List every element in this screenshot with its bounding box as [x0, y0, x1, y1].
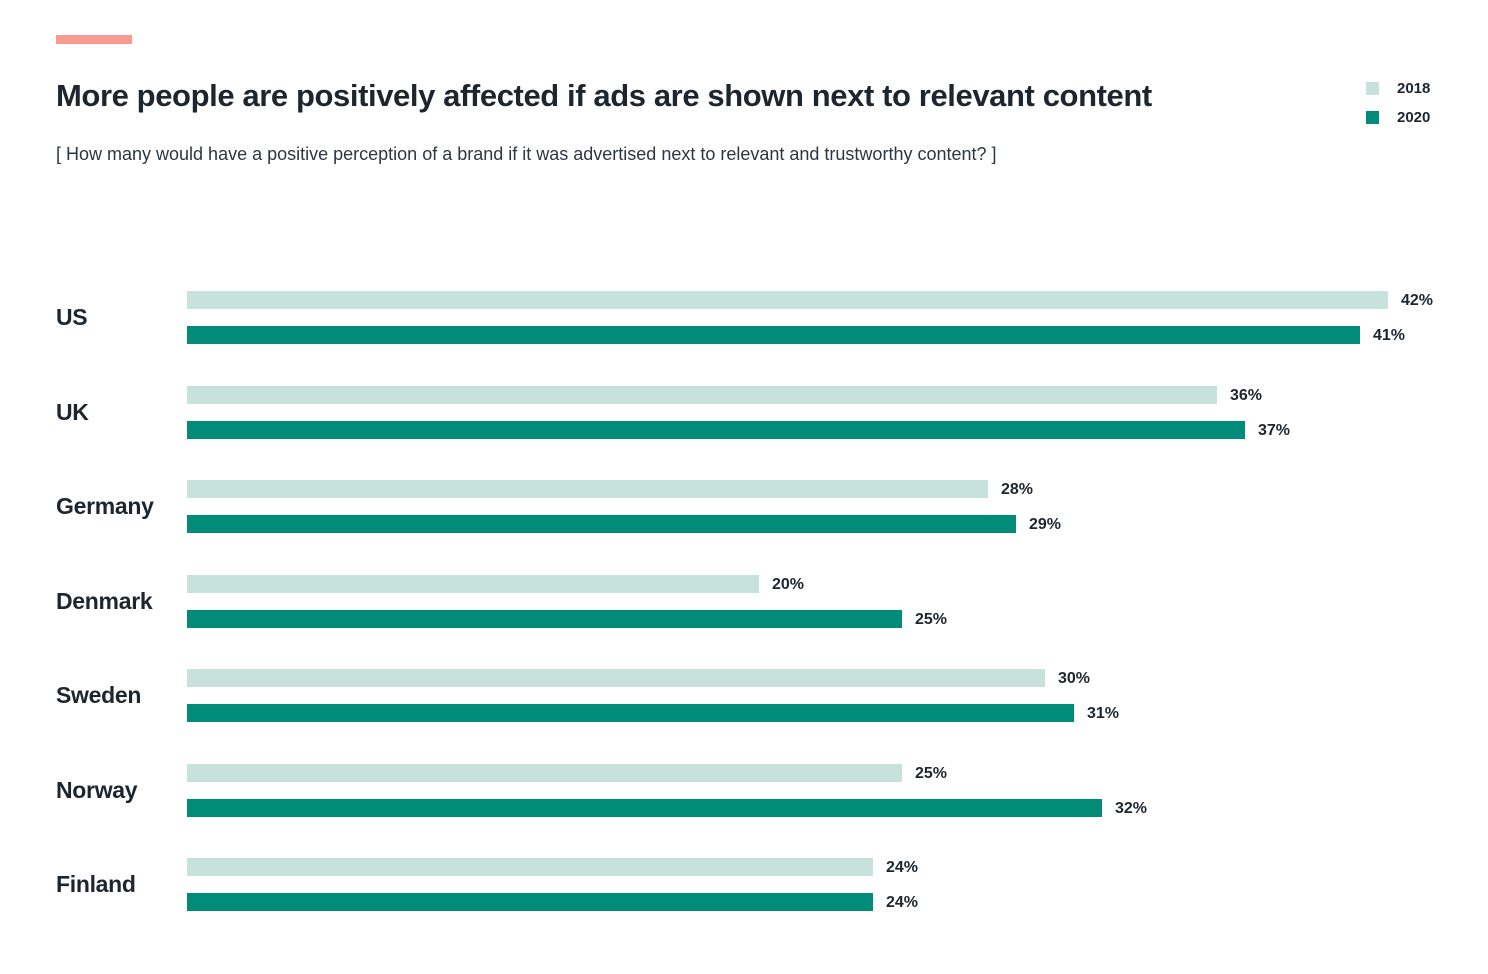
bar-value-2020-norway: 32%	[1115, 799, 1148, 817]
bar-value-2020-us: 41%	[1373, 327, 1406, 344]
bar-2020-germany	[187, 515, 1016, 533]
bar-value-2018-denmark: 20%	[772, 575, 805, 593]
chart-subtitle: [ How many would have a positive percept…	[56, 144, 997, 164]
chart-row-germany: Germany 28% 29%	[0, 480, 1488, 533]
bar-2020-finland	[187, 893, 873, 911]
bar-2018-uk	[187, 385, 1217, 404]
bar-value-2020-germany: 29%	[1029, 516, 1062, 533]
legend-item-2020: 2020	[1366, 109, 1430, 126]
category-label: Denmark	[56, 587, 153, 614]
chart-row-norway: Norway 25% 32%	[0, 763, 1488, 817]
category-label: Sweden	[56, 682, 142, 708]
chart-row-denmark: Denmark 20% 25%	[0, 574, 1488, 628]
bar-2018-sweden	[187, 669, 1045, 687]
bar-2020-uk	[187, 420, 1245, 439]
legend-item-2018: 2018	[1366, 80, 1430, 97]
bar-value-2020-denmark: 25%	[915, 610, 948, 628]
bar-value-2020-finland: 24%	[886, 894, 919, 911]
bar-2020-sweden	[187, 704, 1074, 722]
category-label: Germany	[56, 493, 154, 519]
bar-value-2020-uk: 37%	[1258, 421, 1291, 439]
bar-2018-us	[187, 291, 1388, 309]
bar-2020-us	[187, 326, 1360, 344]
legend-swatch-2018	[1366, 82, 1379, 95]
bar-value-2018-us: 42%	[1401, 292, 1434, 309]
bar-value-2018-norway: 25%	[915, 764, 948, 782]
bar-2018-norway	[187, 763, 902, 782]
bar-2018-denmark	[187, 574, 759, 593]
category-label: Norway	[56, 776, 138, 803]
legend-label: 2020	[1397, 109, 1431, 126]
bar-2020-denmark	[187, 609, 902, 628]
bar-value-2018-finland: 24%	[886, 859, 919, 876]
category-label: Finland	[56, 871, 136, 897]
accent-dash	[56, 35, 132, 44]
chart-row-uk: UK 36% 37%	[0, 385, 1488, 439]
bar-2020-norway	[187, 798, 1102, 817]
bar-value-2018-uk: 36%	[1230, 386, 1263, 404]
chart-row-sweden: Sweden 30% 31%	[0, 669, 1488, 722]
bar-2018-finland	[187, 858, 873, 876]
legend: 2018 2020	[1366, 80, 1430, 126]
legend-swatch-2020	[1366, 111, 1379, 124]
bar-value-2018-germany: 28%	[1001, 481, 1034, 498]
chart-title: More people are positively affected if a…	[56, 78, 1152, 113]
legend-label: 2018	[1397, 80, 1431, 97]
bar-2018-germany	[187, 480, 988, 498]
category-label: US	[56, 304, 88, 330]
bar-value-2018-sweden: 30%	[1058, 670, 1091, 687]
bar-value-2020-sweden: 31%	[1087, 705, 1120, 722]
chart-row-finland: Finland 24% 24%	[0, 858, 1488, 911]
category-label: UK	[56, 398, 89, 425]
chart-row-us: US 42% 41%	[0, 291, 1488, 344]
